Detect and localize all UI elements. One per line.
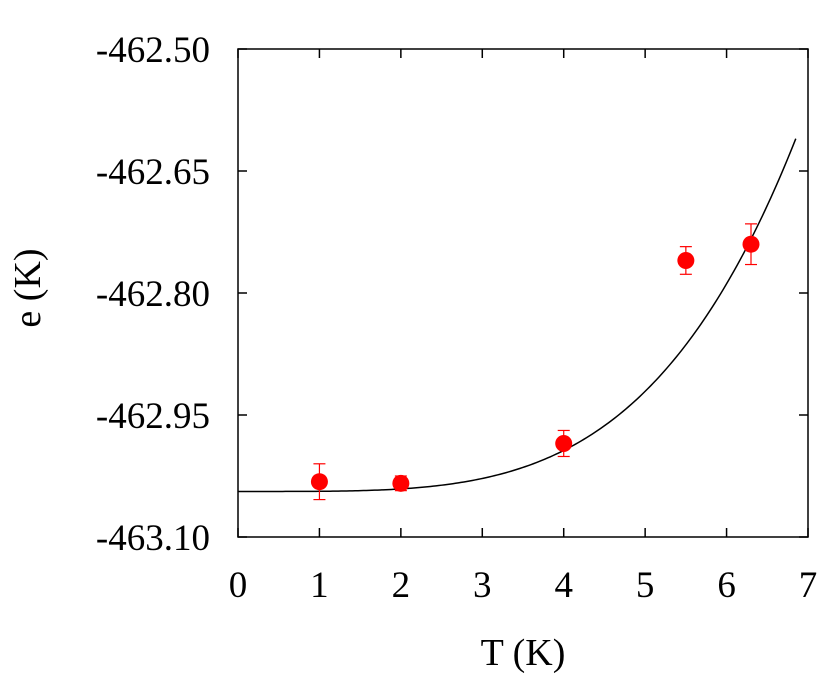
x-tick-label: 6 <box>717 565 736 606</box>
x-ticks <box>237 49 809 537</box>
data-point <box>555 434 573 452</box>
x-tick-label: 2 <box>392 565 411 606</box>
y-tick-label: -462.95 <box>96 396 210 437</box>
data-point <box>677 251 695 269</box>
x-tick-label: 3 <box>473 565 492 606</box>
x-tick-label: 5 <box>636 565 655 606</box>
data-points <box>310 235 760 492</box>
x-tick-label: 7 <box>799 565 818 606</box>
y-tick-label: -462.50 <box>96 30 210 71</box>
y-tick-label: -462.65 <box>96 152 210 193</box>
y-axis-label: e (K) <box>7 248 49 327</box>
x-axis-label: T (K) <box>481 632 566 674</box>
data-point <box>742 235 760 253</box>
data-point <box>392 474 410 492</box>
data-point <box>310 473 328 491</box>
y-tick-label: -463.10 <box>96 518 210 559</box>
y-tick-labels: -462.50 -462.65 -462.80 -462.95 -463.10 <box>96 30 210 559</box>
x-tick-label: 0 <box>229 565 248 606</box>
y-ticks <box>238 48 808 538</box>
x-tick-label: 4 <box>554 565 573 606</box>
y-tick-label: -462.80 <box>96 274 210 315</box>
x-tick-labels: 0 1 2 3 4 5 6 7 <box>229 565 818 606</box>
fit-curve <box>238 138 797 493</box>
x-tick-label: 1 <box>310 565 329 606</box>
